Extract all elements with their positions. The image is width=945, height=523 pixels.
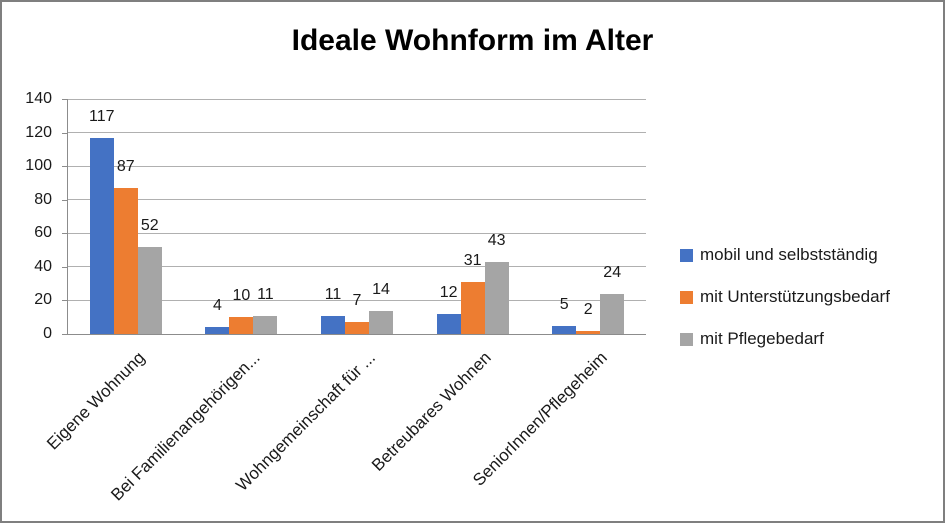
bar-value-label: 117 <box>89 107 115 125</box>
legend-label: mobil und selbstständig <box>700 245 878 264</box>
gridline <box>68 232 646 234</box>
legend-item: mobil und selbstständig <box>680 234 890 276</box>
bar-value-label: 11 <box>324 285 342 303</box>
legend-label: mit Unterstützungsbedarf <box>700 287 890 306</box>
y-axis-tick <box>62 166 67 168</box>
bar <box>89 137 114 334</box>
bar-value-label: 5 <box>559 295 569 313</box>
legend-swatch <box>680 290 693 304</box>
bar <box>369 310 393 334</box>
bar-value-label: 52 <box>140 216 159 234</box>
y-axis-label: 100 <box>25 157 52 175</box>
x-axis-label: Eigene Wohnung <box>42 348 149 454</box>
bar-value-label: 2 <box>583 300 593 318</box>
y-axis-label: 140 <box>25 90 52 107</box>
legend-swatch <box>680 248 693 262</box>
y-axis-tick <box>62 233 67 235</box>
bar <box>229 317 254 334</box>
bar-value-label: 11 <box>257 285 274 303</box>
y-axis-label: 120 <box>25 123 52 141</box>
bar <box>321 315 345 334</box>
bar <box>137 246 162 334</box>
gridline <box>68 165 646 167</box>
bar-value-label: 31 <box>463 251 482 269</box>
gridline <box>68 299 646 301</box>
gridline <box>68 266 646 268</box>
y-axis-tick <box>62 132 67 134</box>
bar-value-label: 87 <box>116 157 135 175</box>
bar <box>484 261 509 334</box>
gridline <box>68 199 646 201</box>
bar <box>600 293 625 334</box>
x-axis-label: Betreubares Wohnen <box>368 348 496 475</box>
y-axis-label: 60 <box>34 224 52 242</box>
legend-item: mit Pflegebedarf <box>680 318 890 360</box>
bar-value-label: 14 <box>372 280 390 298</box>
legend-swatch <box>680 332 693 346</box>
bar-value-label: 7 <box>352 292 362 310</box>
plot-area: 117 87 52 4 10 11 11 7 14 12 31 43 5 2 24 <box>67 99 646 335</box>
bar <box>552 325 577 334</box>
x-axis-label: SeniorInnen/Pflegeheim <box>468 348 611 490</box>
bar <box>576 330 601 334</box>
bar-value-label: 12 <box>439 283 458 301</box>
legend-item: mit Unterstützungsbedarf <box>680 276 890 318</box>
bar <box>460 281 485 334</box>
bar <box>436 313 461 334</box>
bar-value-label: 24 <box>603 263 622 281</box>
legend: mobil und selbstständig mit Unterstützung… <box>680 234 890 360</box>
y-axis-tick <box>62 300 67 302</box>
y-axis-label: 20 <box>34 291 52 309</box>
y-axis-label: 0 <box>43 325 52 342</box>
gridline <box>68 99 646 100</box>
legend-label: mit Pflegebedarf <box>700 329 824 348</box>
gridline <box>68 132 646 134</box>
chart-title: Ideale Wohnform im Alter <box>291 24 654 57</box>
bar-value-label: 4 <box>212 297 222 315</box>
y-axis-tick <box>62 266 67 268</box>
bar <box>205 327 230 334</box>
bar-value-label: 10 <box>232 287 251 305</box>
y-axis-tick <box>62 199 67 201</box>
bar <box>345 322 369 334</box>
bar <box>253 315 278 334</box>
bar <box>113 187 138 334</box>
bar-value-label: 43 <box>487 231 506 249</box>
y-axis-label: 80 <box>34 190 52 208</box>
y-axis-tick <box>62 334 67 335</box>
y-axis-tick <box>62 99 67 100</box>
y-axis-label: 40 <box>34 257 52 275</box>
